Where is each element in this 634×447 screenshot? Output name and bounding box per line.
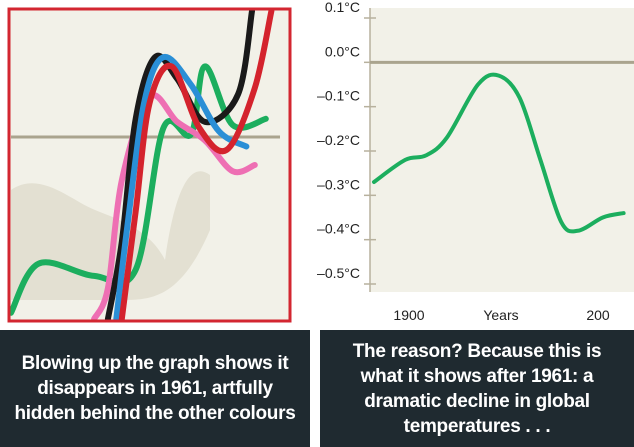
right-chart-x-ticks: 1900 Years 200 — [393, 307, 609, 323]
right-chart-series-group — [372, 72, 626, 234]
right-chart-background — [370, 8, 634, 292]
x-tick-label: 1900 — [393, 307, 424, 323]
figure-svg: 0.1°C 0.0°C –0.1°C –0.2°C –0.3°C –0.4°C –0.5°C… — [7, 0, 634, 323]
y-tick-label: –0.3°C — [317, 176, 360, 192]
caption-right: The reason? Because this is what it show… — [320, 330, 634, 447]
caption-left: Blowing up the graph shows it disappears… — [0, 330, 310, 447]
y-tick-label: 0.0°C — [325, 43, 360, 59]
left-series-green-line — [8, 63, 269, 316]
right-chart-y-ticks: 0.1°C 0.0°C –0.1°C –0.2°C –0.3°C –0.4°C –0.5°C — [317, 0, 376, 285]
left-chart-border — [7, 7, 292, 323]
left-chart-panel — [7, 7, 292, 323]
y-tick-label: 0.1°C — [325, 0, 360, 15]
y-tick-label: –0.5°C — [317, 265, 360, 281]
right-chart-panel: 0.1°C 0.0°C –0.1°C –0.2°C –0.3°C –0.4°C –0.5°C… — [317, 0, 634, 323]
y-tick-label: –0.1°C — [317, 88, 360, 104]
left-series-red-line — [118, 8, 275, 322]
caption-left-text: Blowing up the graph shows it disappears… — [14, 353, 296, 424]
left-chart-series-group — [8, 8, 275, 322]
right-series-line — [372, 72, 626, 234]
y-tick-label: –0.2°C — [317, 132, 360, 148]
caption-right-text: The reason? Because this is what it show… — [352, 340, 602, 437]
y-tick-label: –0.4°C — [317, 221, 360, 237]
x-axis-label: Years — [483, 307, 518, 323]
x-tick-label: 200 — [586, 307, 610, 323]
left-series-blue-line — [113, 54, 250, 322]
